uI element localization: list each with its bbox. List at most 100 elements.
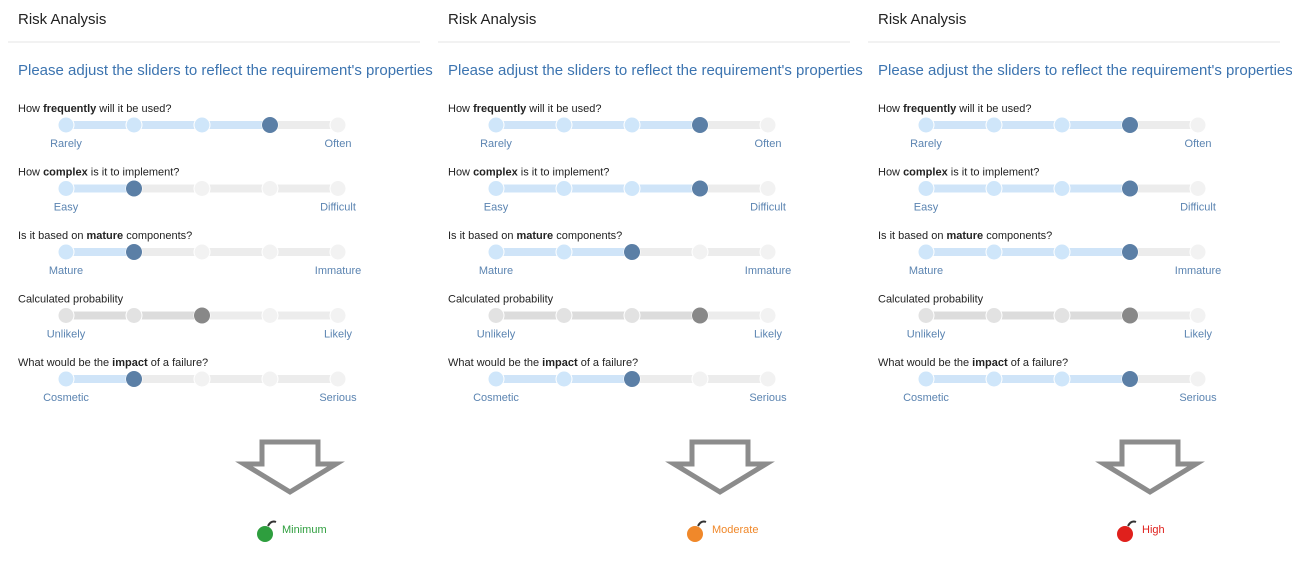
instructions: Please adjust the sliders to reflect the… [448,62,863,79]
slider-handle[interactable] [624,244,640,260]
question-part: frequently [903,103,957,115]
question-part: mature [87,230,124,242]
slider-min-label: Mature [909,265,943,277]
slider[interactable] [57,243,347,261]
slider[interactable] [487,307,777,324]
slider-question: What would be the impact of a failure? [18,357,208,369]
slider-stop [261,370,279,388]
slider-max-label: Immature [745,265,791,277]
slider-handle[interactable] [692,117,708,133]
slider-handle[interactable] [1122,371,1138,387]
slider-question: What would be the impact of a failure? [448,357,638,369]
down-arrow [1095,439,1205,495]
slider-stop [759,180,777,197]
slider-min-label: Cosmetic [903,392,949,404]
slider-stop [329,180,347,197]
slider-question: How complex is it to implement? [448,166,609,178]
slider[interactable] [917,116,1207,134]
slider-fill [926,184,1130,193]
slider-handle[interactable] [1122,307,1138,324]
question-part: How [18,166,43,178]
bomb-fuse [1127,520,1137,527]
question-part: How [878,166,903,178]
slider-min-label: Rarely [480,138,512,150]
slider[interactable] [487,180,777,197]
slider-max-label: Serious [749,392,787,404]
slider-stop [1053,180,1071,197]
slider[interactable] [57,180,347,197]
panel-header: Risk Analysis [448,11,536,28]
slider-question: How frequently will it be used? [18,103,171,115]
slider-handle[interactable] [1122,117,1138,133]
question-part: components? [983,230,1052,242]
slider[interactable] [57,116,347,134]
slider-handle[interactable] [1122,180,1138,197]
slider-stop [1053,116,1071,134]
question-part: How [18,103,43,115]
slider-max-label: Often [755,138,782,150]
slider-stop [487,307,505,324]
slider-max-label: Likely [1184,328,1213,340]
slider-handle[interactable] [692,180,708,197]
slider-min-label: Mature [49,265,83,277]
slider-stop [917,307,935,324]
risk-bomb-icon [257,526,273,542]
slider-stop [1053,370,1071,388]
slider-stop [487,370,505,388]
slider-max-label: Difficult [1180,201,1216,213]
question-part: is it to implement? [518,166,610,178]
slider-fill [66,121,270,129]
slider[interactable] [917,370,1207,388]
slider-question: How complex is it to implement? [18,166,179,178]
slider-question: How complex is it to implement? [878,166,1039,178]
slider[interactable] [57,370,347,388]
slider-stop [57,307,75,324]
slider-handle[interactable] [1122,244,1138,260]
slider[interactable] [57,307,347,324]
slider[interactable] [487,370,777,388]
slider[interactable] [917,243,1207,261]
slider[interactable] [487,116,777,134]
question-part: of a failure? [578,357,639,369]
slider-stop [329,116,347,134]
slider-min-label: Unlikely [477,328,516,340]
slider-stop [759,243,777,261]
question-part: of a failure? [148,357,209,369]
slider-handle[interactable] [126,371,142,387]
slider-question: What would be the impact of a failure? [878,357,1068,369]
slider-stop [1189,370,1207,388]
slider[interactable] [487,243,777,261]
slider-handle[interactable] [262,117,278,133]
slider-stop [917,243,935,261]
instructions: Please adjust the sliders to reflect the… [18,62,433,79]
slider-min-label: Cosmetic [473,392,519,404]
slider-question: Is it based on mature components? [878,230,1052,242]
slider-fill [66,375,134,383]
slider-question: Calculated probability [448,293,554,305]
slider-stop [623,116,641,134]
slider-handle[interactable] [126,244,142,260]
instructions: Please adjust the sliders to reflect the… [878,62,1292,79]
slider-stop [193,116,211,134]
down-arrow [665,439,775,495]
slider-handle[interactable] [624,371,640,387]
slider[interactable] [917,180,1207,197]
question-part: What would be the [18,357,112,369]
slider-max-label: Often [1185,138,1212,150]
question-part: impact [542,357,578,369]
slider-fill [66,248,134,256]
slider-max-label: Likely [754,328,783,340]
slider-stop [1189,180,1207,197]
slider-stop [487,243,505,261]
slider-max-label: Immature [1175,265,1221,277]
slider[interactable] [917,307,1207,324]
slider-handle[interactable] [126,180,142,197]
question-part: complex [473,166,519,178]
risk-level: Moderate [712,524,758,536]
slider-question: How frequently will it be used? [448,103,601,115]
slider-question: Calculated probability [878,293,984,305]
slider-stop [555,370,573,388]
panel: Risk Analysis Please adjust the sliders t… [8,11,433,542]
slider-handle[interactable] [194,307,210,324]
slider-handle[interactable] [692,307,708,324]
